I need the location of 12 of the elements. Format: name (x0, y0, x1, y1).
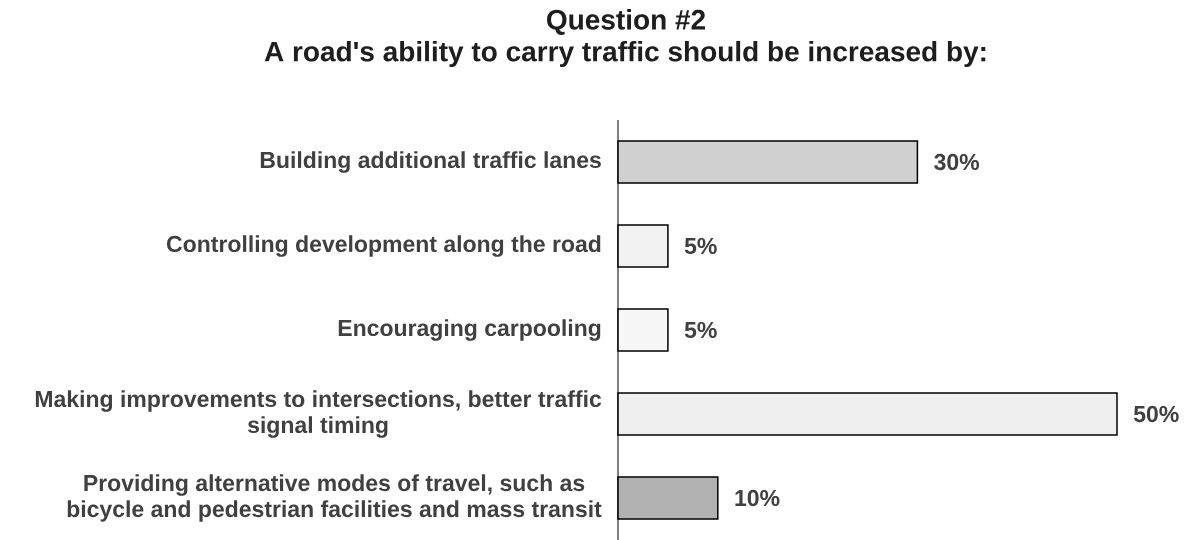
data-label: 5% (684, 321, 717, 339)
data-label: 10% (735, 489, 780, 507)
data-label: 30% (934, 153, 980, 171)
chart-subtitle: A road's ability to carry traffic should be increased by: (264, 40, 986, 68)
data-label: 50% (1133, 405, 1179, 423)
y-tick-label: Providing alternative modes of travel, such as bicycle and pedestrian facilities and mass transit (67, 474, 602, 522)
chart-title: Question #2 (547, 9, 705, 35)
data-label: 5% (684, 237, 717, 255)
y-tick-label: Building additional traffic lanes (260, 151, 601, 173)
y-tick-label: Making improvements to intersections, better traffic signal timing (35, 390, 602, 438)
y-tick-label: Controlling development along the road (167, 235, 601, 257)
y-tick-label: Encouraging carpooling (338, 319, 601, 341)
